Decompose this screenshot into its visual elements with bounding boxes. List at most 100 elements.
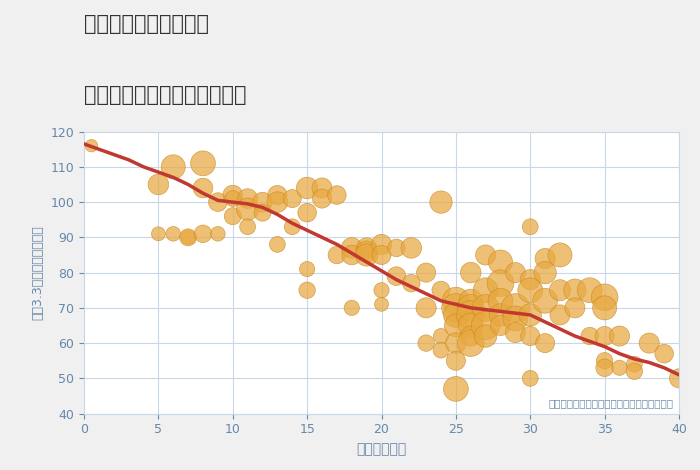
Point: [153, 180, 164, 188]
Point: [465, 321, 476, 329]
Point: [540, 255, 551, 262]
Point: [287, 195, 298, 202]
Point: [391, 244, 402, 252]
Point: [465, 311, 476, 319]
Point: [450, 311, 461, 319]
Point: [242, 223, 253, 230]
Point: [495, 258, 506, 266]
Point: [450, 357, 461, 365]
Point: [272, 241, 283, 248]
Point: [450, 297, 461, 305]
Point: [465, 339, 476, 347]
Point: [510, 315, 521, 322]
Point: [450, 339, 461, 347]
Point: [197, 184, 209, 192]
Point: [510, 269, 521, 276]
Point: [480, 304, 491, 312]
Point: [450, 321, 461, 329]
Point: [257, 209, 268, 216]
Point: [554, 251, 566, 258]
Point: [435, 198, 447, 206]
Point: [435, 332, 447, 340]
Point: [525, 276, 536, 283]
Point: [495, 297, 506, 305]
Point: [421, 269, 432, 276]
Point: [450, 304, 461, 312]
Point: [406, 244, 417, 252]
Point: [614, 332, 625, 340]
Point: [465, 269, 476, 276]
Point: [435, 286, 447, 294]
Point: [168, 230, 179, 237]
Point: [316, 184, 328, 192]
Point: [599, 357, 610, 365]
Point: [302, 265, 313, 273]
X-axis label: 築年数（年）: 築年数（年）: [356, 442, 407, 456]
Point: [673, 375, 685, 382]
Point: [435, 346, 447, 354]
Point: [153, 230, 164, 237]
Point: [629, 368, 640, 375]
Point: [406, 279, 417, 287]
Point: [421, 339, 432, 347]
Point: [540, 339, 551, 347]
Point: [272, 191, 283, 199]
Point: [525, 311, 536, 319]
Point: [227, 191, 238, 199]
Point: [554, 311, 566, 319]
Point: [554, 286, 566, 294]
Point: [421, 304, 432, 312]
Text: 築年数別中古マンション価格: 築年数別中古マンション価格: [84, 85, 246, 105]
Point: [644, 339, 655, 347]
Point: [629, 360, 640, 368]
Point: [302, 184, 313, 192]
Point: [302, 286, 313, 294]
Point: [376, 286, 387, 294]
Point: [584, 286, 595, 294]
Point: [361, 244, 372, 252]
Point: [168, 163, 179, 171]
Point: [450, 385, 461, 392]
Point: [391, 272, 402, 280]
Point: [525, 332, 536, 340]
Point: [257, 198, 268, 206]
Point: [376, 241, 387, 248]
Point: [525, 223, 536, 230]
Point: [361, 248, 372, 255]
Point: [480, 321, 491, 329]
Point: [495, 311, 506, 319]
Point: [361, 251, 372, 258]
Point: [659, 350, 670, 357]
Point: [346, 244, 357, 252]
Point: [525, 375, 536, 382]
Point: [302, 209, 313, 216]
Point: [480, 251, 491, 258]
Point: [540, 297, 551, 305]
Point: [346, 251, 357, 258]
Point: [599, 293, 610, 301]
Point: [242, 205, 253, 213]
Point: [599, 304, 610, 312]
Point: [510, 329, 521, 337]
Y-axis label: 坪（3.3㎡）単価（万円）: 坪（3.3㎡）単価（万円）: [32, 225, 45, 320]
Point: [227, 195, 238, 202]
Point: [316, 195, 328, 202]
Point: [584, 332, 595, 340]
Point: [287, 223, 298, 230]
Point: [540, 269, 551, 276]
Point: [212, 230, 223, 237]
Point: [465, 332, 476, 340]
Point: [480, 286, 491, 294]
Point: [480, 332, 491, 340]
Point: [599, 364, 610, 371]
Point: [183, 234, 194, 241]
Point: [376, 251, 387, 258]
Point: [599, 332, 610, 340]
Point: [465, 297, 476, 305]
Point: [272, 198, 283, 206]
Point: [569, 286, 580, 294]
Point: [510, 304, 521, 312]
Point: [376, 301, 387, 308]
Point: [242, 195, 253, 202]
Point: [227, 212, 238, 220]
